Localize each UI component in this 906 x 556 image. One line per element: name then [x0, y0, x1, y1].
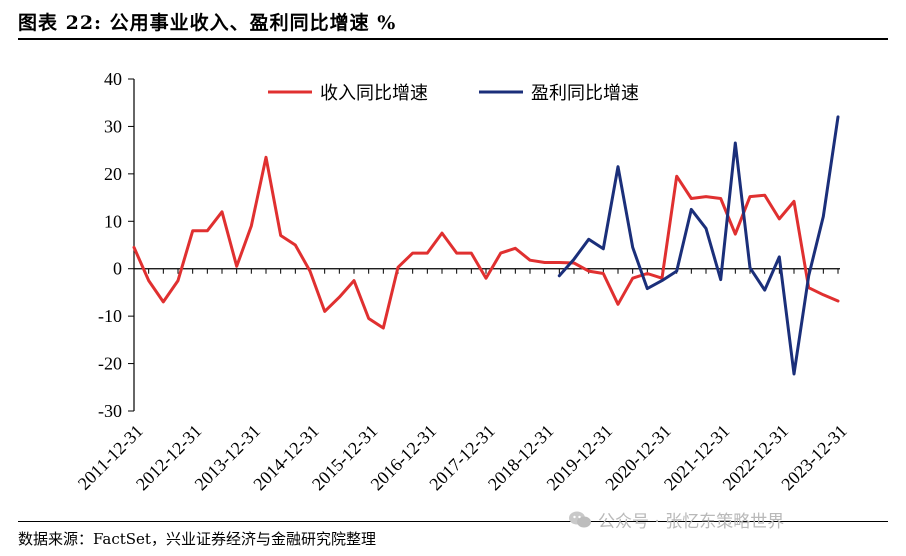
- watermark-text: 公众号 · 张忆东策略世界: [598, 512, 785, 532]
- y-tick-label: -30: [98, 401, 122, 421]
- y-tick-label: 30: [104, 116, 122, 136]
- y-tick-label: 40: [104, 69, 122, 89]
- y-tick-label: -10: [98, 306, 122, 326]
- chart-legend: 收入同比增速 盈利同比增速: [268, 83, 639, 104]
- wechat-icon: [569, 511, 591, 527]
- source-rule: [18, 521, 888, 522]
- series-layer: [132, 115, 840, 376]
- series-line-profit: [557, 115, 840, 376]
- legend-label: 收入同比增速: [320, 83, 428, 104]
- figure-title: 图表 22: 公用事业收入、盈利同比增速 %: [18, 12, 397, 34]
- y-tick-label: 0: [113, 259, 122, 279]
- y-tick-label: -20: [98, 354, 122, 374]
- watermark: 公众号 · 张忆东策略世界: [568, 507, 784, 532]
- title-rule: [18, 38, 888, 40]
- legend-label: 盈利同比增速: [531, 83, 639, 104]
- source-note: 数据来源：FactSet，兴业证券经济与金融研究院整理: [18, 530, 376, 548]
- y-tick-label: 10: [104, 211, 122, 231]
- chart-axes: 403020100-10-20-302011-12-312012-12-3120…: [74, 69, 851, 494]
- y-tick-label: 20: [104, 164, 122, 184]
